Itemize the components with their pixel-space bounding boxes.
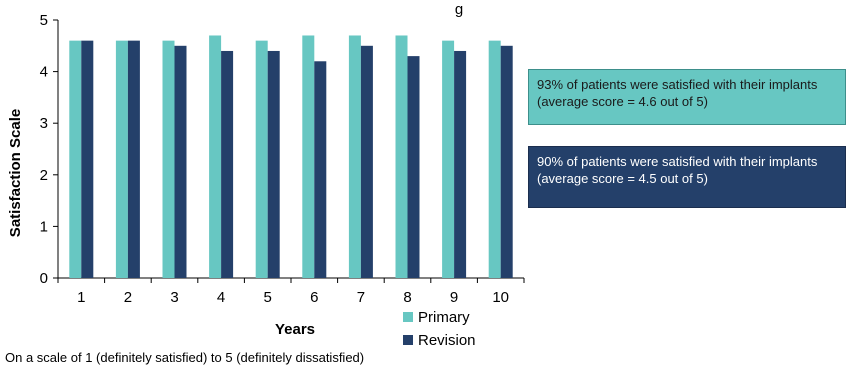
bar-revision <box>500 45 513 278</box>
bars <box>69 35 513 279</box>
bar-primary <box>348 35 361 279</box>
bar-revision <box>454 50 467 279</box>
chart-title-fragment: g <box>455 1 463 18</box>
legend: Primary Revision <box>403 309 476 349</box>
y-tick-label: 0 <box>40 270 48 287</box>
legend-label-revision: Revision <box>418 332 476 349</box>
bar-revision <box>127 40 140 278</box>
bar-revision <box>221 50 234 279</box>
bar-revision <box>174 45 187 278</box>
legend-swatch-primary <box>403 312 413 322</box>
bar-primary <box>255 40 268 278</box>
bar-primary <box>209 35 222 279</box>
x-tick-label: 3 <box>170 289 178 306</box>
bar-revision <box>81 40 94 278</box>
tick-labels: 0 1 2 3 4 5 1 2 3 4 5 6 7 8 9 10 <box>40 12 509 306</box>
bar-primary <box>69 40 82 278</box>
y-tick-label: 3 <box>40 115 48 132</box>
bar-primary <box>302 35 315 279</box>
x-tick-label: 10 <box>492 289 509 306</box>
callout-primary: 93% of patients were satisfied with thei… <box>528 69 846 125</box>
y-axis-title: Satisfaction Scale <box>7 109 24 237</box>
bar-revision <box>407 56 420 279</box>
x-tick-label: 7 <box>357 289 365 306</box>
x-tick-label: 8 <box>403 289 411 306</box>
bar-primary <box>395 35 408 279</box>
legend-label-primary: Primary <box>418 309 470 326</box>
legend-swatch-revision <box>403 335 413 345</box>
bar-revision <box>314 61 327 278</box>
y-tick-label: 1 <box>40 218 48 235</box>
x-tick-label: 5 <box>264 289 272 306</box>
bar-revision <box>267 50 280 279</box>
x-tick-label: 6 <box>310 289 318 306</box>
x-tick-label: 2 <box>124 289 132 306</box>
x-tick-label: 9 <box>450 289 458 306</box>
bar-primary <box>488 40 501 278</box>
y-tick-label: 4 <box>40 64 48 81</box>
y-tick-label: 2 <box>40 167 48 184</box>
footnote: On a scale of 1 (definitely satisfied) t… <box>5 350 364 365</box>
x-tick-label: 1 <box>77 289 85 306</box>
bar-primary <box>162 40 175 278</box>
bar-primary <box>442 40 455 278</box>
x-axis-title: Years <box>275 321 315 338</box>
callout-revision: 90% of patients were satisfied with thei… <box>528 146 846 208</box>
x-tick-label: 4 <box>217 289 225 306</box>
y-tick-label: 5 <box>40 12 48 29</box>
bar-primary <box>115 40 128 278</box>
bar-revision <box>360 45 373 278</box>
